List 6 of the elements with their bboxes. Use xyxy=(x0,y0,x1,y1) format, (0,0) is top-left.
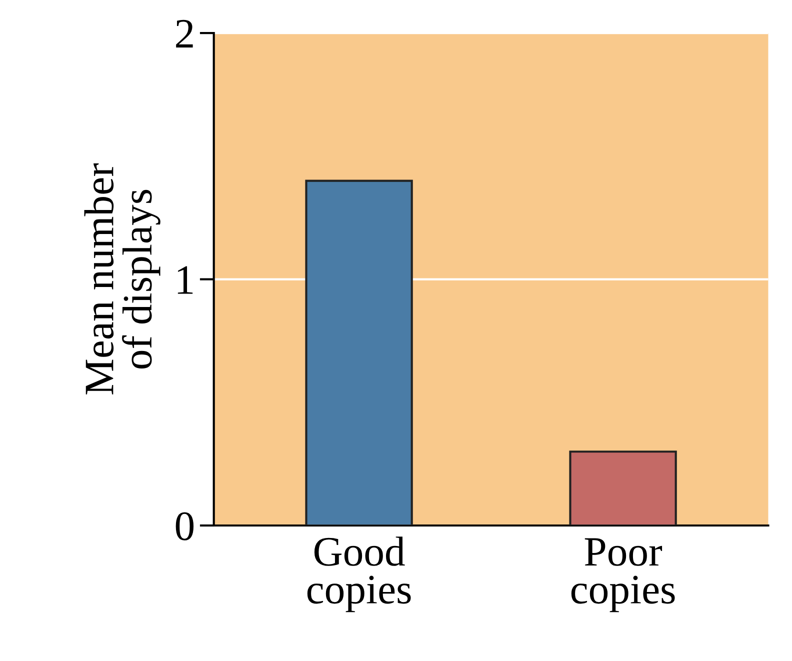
y-axis-title: Mean number of displays xyxy=(84,163,160,394)
y-tick-label: 2 xyxy=(176,20,193,48)
x-tick-label: Poor copies xyxy=(571,538,675,612)
x-tick-label: Good copies xyxy=(307,536,411,612)
y-tick-label: 0 xyxy=(176,512,194,540)
y-tick-label: 1 xyxy=(178,266,193,294)
